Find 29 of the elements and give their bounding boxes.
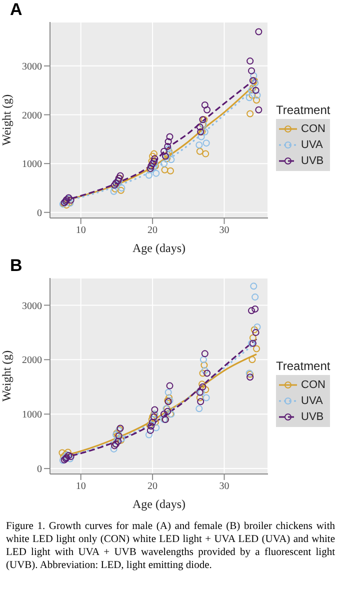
legend-label: CON <box>301 123 326 135</box>
chart-title: A <box>10 0 24 19</box>
x-tick-label: 20 <box>148 225 158 236</box>
legend-label: UVB <box>301 411 324 423</box>
legend-label: UVA <box>301 139 323 151</box>
x-tick-label: 30 <box>219 225 230 236</box>
y-tick-label: 0 <box>37 208 42 219</box>
y-axis-title: Weight (g) <box>0 94 14 146</box>
x-tick-label: 30 <box>219 481 230 492</box>
x-tick-label: 10 <box>76 225 86 236</box>
y-tick-label: 2000 <box>22 355 42 366</box>
chart-title: B <box>10 256 24 275</box>
y-tick-label: 2000 <box>22 110 42 122</box>
y-tick-label: 0 <box>37 464 42 476</box>
x-tick-label: 20 <box>148 481 158 492</box>
x-axis-title: Age (days) <box>132 241 186 255</box>
y-tick-label: 3000 <box>22 300 42 312</box>
legend-title: Treatment <box>276 359 330 373</box>
y-tick-label: 1000 <box>22 159 42 170</box>
y-tick-label: 1000 <box>22 410 42 421</box>
legend-title: Treatment <box>276 103 330 117</box>
legend-label: UVA <box>301 395 323 407</box>
caption: Figure 1. Growth curves for male (A) and female (B) broiler chickens with white LED light only (CON) white LED light + UVA LED (UVA) and white LED light with UVA + UVB wavelengths provided by a fluorescent light (UVB). Abbreviation: LED, light emitting diode. <box>5 520 336 572</box>
y-axis-title: Weight (g) <box>0 350 14 402</box>
legend-label: CON <box>301 379 326 391</box>
legend-label: UVB <box>301 155 324 167</box>
x-tick-label: 10 <box>76 481 86 492</box>
y-tick-label: 3000 <box>22 61 42 72</box>
x-axis-title: Age (days) <box>132 497 186 511</box>
